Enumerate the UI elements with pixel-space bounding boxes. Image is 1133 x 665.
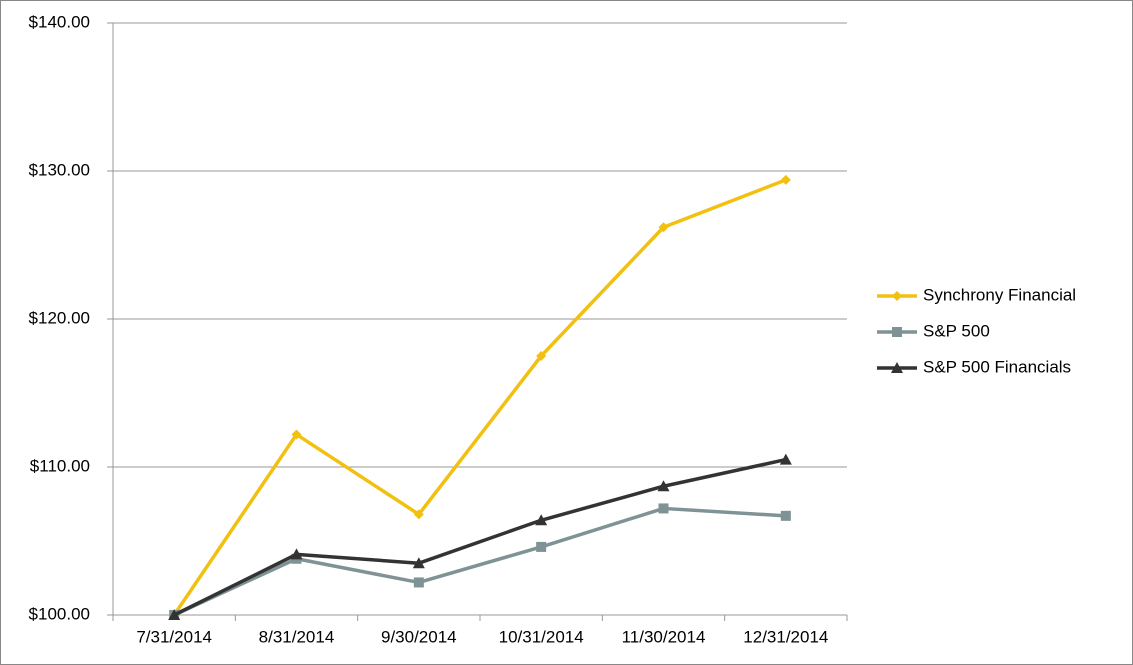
y-tick-label: $120.00 [29, 308, 90, 327]
data-point [536, 351, 547, 361]
data-point [413, 577, 424, 588]
legend-marker [891, 362, 903, 373]
legend-label: S&P 500 [923, 321, 990, 340]
y-tick-label: $110.00 [30, 456, 90, 475]
data-point [535, 514, 548, 526]
data-point [780, 510, 791, 521]
x-tick-label: 9/30/2014 [381, 627, 457, 646]
x-tick-label: 12/31/2014 [743, 627, 828, 646]
y-tick-label: $130.00 [29, 160, 90, 179]
data-point [412, 557, 425, 569]
series-line [173, 457, 787, 617]
x-tick-label: 10/31/2014 [499, 627, 584, 646]
data-point [658, 222, 669, 233]
data-point [413, 509, 424, 520]
y-tick-label: $140.00 [29, 12, 90, 31]
data-point [291, 429, 302, 440]
series-line [173, 506, 786, 617]
y-tick-label: $100.00 [29, 604, 90, 623]
data-point [780, 174, 791, 185]
legend-label: Synchrony Financial [923, 285, 1076, 304]
data-point [658, 503, 669, 514]
x-tick-label: 11/30/2014 [622, 627, 706, 646]
data-point [290, 548, 303, 560]
legend-marker [892, 291, 902, 301]
x-tick-label: 8/31/2014 [259, 627, 335, 646]
x-tick-label: 7/31/2014 [136, 627, 212, 646]
data-point [168, 609, 181, 620]
data-point [536, 541, 547, 552]
data-point [779, 453, 792, 465]
legend-marker [892, 327, 902, 337]
legend-label: S&P 500 Financials [923, 357, 1071, 376]
series-line [172, 178, 787, 616]
data-point [657, 480, 670, 492]
